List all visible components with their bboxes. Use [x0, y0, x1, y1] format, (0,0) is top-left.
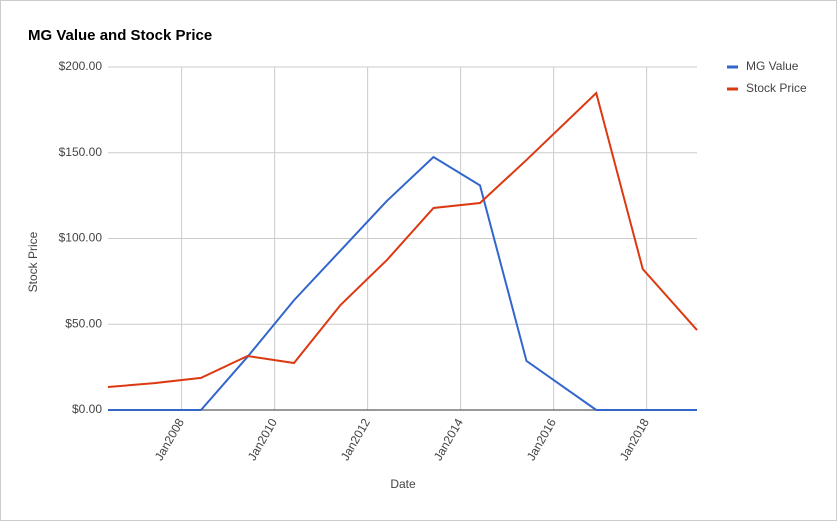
y-tick-label: $50.00: [65, 316, 102, 330]
line: [107, 91, 698, 389]
y-tick-label: $200.00: [59, 59, 103, 73]
chart-title: MG Value and Stock Price: [28, 27, 212, 44]
y-tick-label: $100.00: [59, 231, 103, 245]
legend-label: Stock Price: [746, 81, 807, 95]
y-tick-label: $0.00: [72, 402, 102, 416]
y-axis-label: Stock Price: [26, 231, 40, 292]
line: [108, 155, 697, 411]
legend-label: MG Value: [746, 59, 799, 73]
x-axis-label: Date: [390, 477, 416, 491]
y-tick-label: $150.00: [59, 145, 103, 159]
